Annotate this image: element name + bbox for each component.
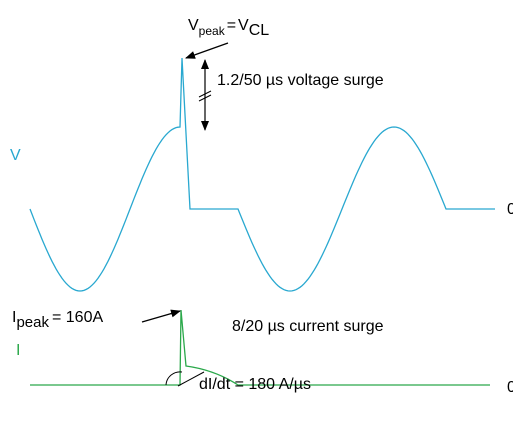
vpeak-arrow: [185, 42, 229, 59]
ipeak-arrow: [141, 309, 181, 323]
slope-arc: [165, 371, 183, 386]
didt-pointer: [177, 371, 205, 387]
break-mark: [198, 90, 212, 98]
current-zero: 0: [507, 379, 513, 396]
current-surge-label: 8/20 µs current surge: [232, 318, 384, 335]
vpeak-label: Vpeak = VCL: [188, 17, 269, 39]
voltage-zero: 0: [507, 201, 513, 218]
break-mark: [198, 94, 212, 102]
didt-label: dI/dt = 180 A/µs: [199, 376, 311, 393]
voltage-surge-label: 1.2/50 µs voltage surge: [217, 72, 384, 89]
current-label: I: [16, 342, 20, 359]
ipeak-label: Ipeak = 160A: [12, 309, 103, 331]
voltage-label: V: [10, 147, 21, 164]
voltage-waveform: [29, 57, 495, 292]
current-waveform: [30, 309, 490, 386]
